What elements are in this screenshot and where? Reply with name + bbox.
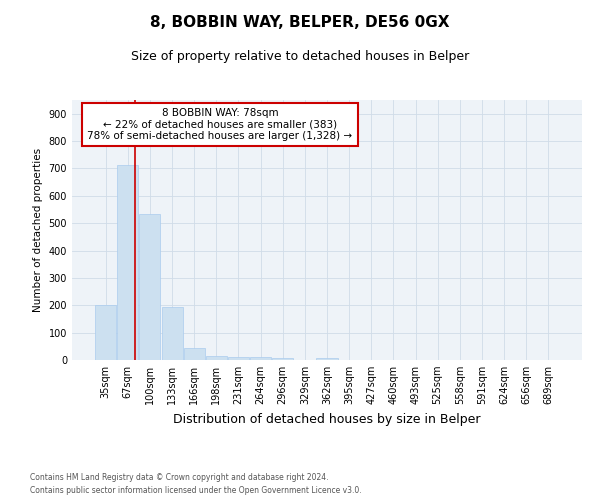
Bar [272, 358, 293, 360]
Y-axis label: Number of detached properties: Number of detached properties [33, 148, 43, 312]
Bar [118, 165, 139, 360]
Bar [139, 214, 160, 360]
Bar [206, 356, 227, 360]
Text: Contains HM Land Registry data © Crown copyright and database right 2024.: Contains HM Land Registry data © Crown c… [30, 474, 329, 482]
Text: Contains public sector information licensed under the Open Government Licence v3: Contains public sector information licen… [30, 486, 362, 495]
Bar [184, 348, 205, 360]
Text: Size of property relative to detached houses in Belper: Size of property relative to detached ho… [131, 50, 469, 63]
Bar [161, 308, 182, 360]
Text: 8, BOBBIN WAY, BELPER, DE56 0GX: 8, BOBBIN WAY, BELPER, DE56 0GX [150, 15, 450, 30]
X-axis label: Distribution of detached houses by size in Belper: Distribution of detached houses by size … [173, 412, 481, 426]
Bar [228, 356, 249, 360]
Text: 8 BOBBIN WAY: 78sqm
← 22% of detached houses are smaller (383)
78% of semi-detac: 8 BOBBIN WAY: 78sqm ← 22% of detached ho… [88, 108, 352, 141]
Bar [95, 304, 116, 360]
Bar [250, 357, 271, 360]
Bar [316, 358, 338, 360]
